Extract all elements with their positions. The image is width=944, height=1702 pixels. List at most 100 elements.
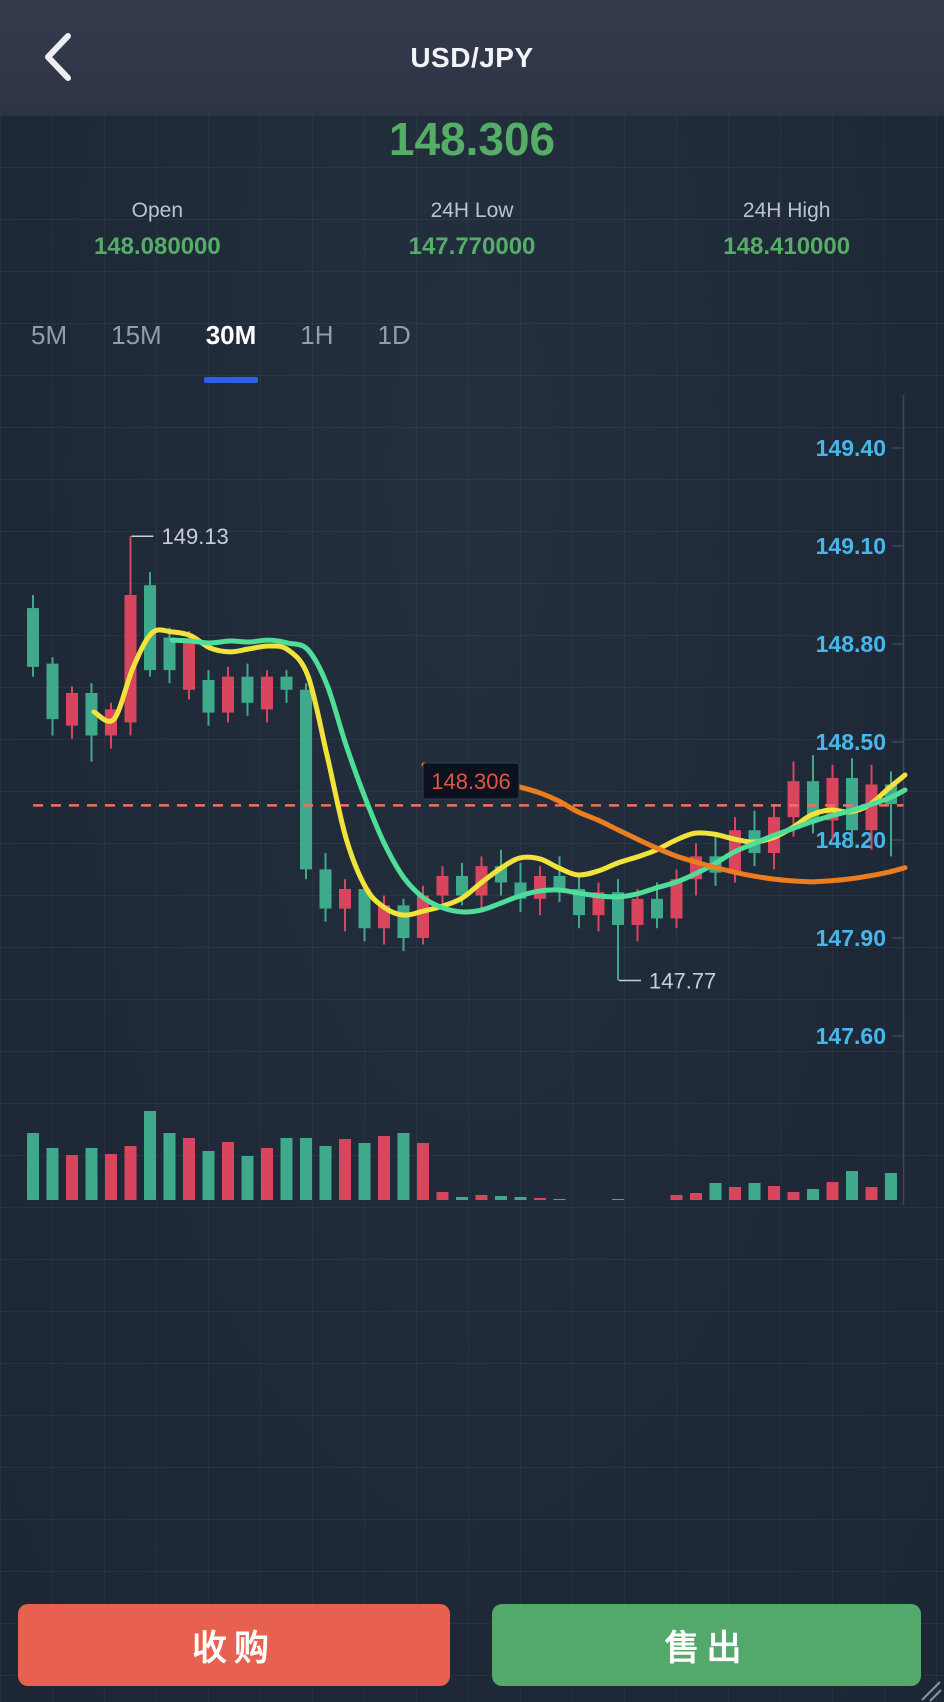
candle-body — [66, 693, 78, 726]
stat-24h-low-label: 24H Low — [430, 199, 514, 222]
volume-bar — [553, 1199, 566, 1200]
candle-body — [768, 817, 780, 854]
volume-bar — [787, 1192, 800, 1200]
candle-body — [280, 676, 293, 690]
candle-body — [222, 676, 234, 713]
volume-bar — [85, 1148, 98, 1200]
candle-body — [417, 895, 429, 939]
volume-bar — [885, 1173, 897, 1200]
candle-body — [436, 875, 449, 896]
tab-5m[interactable]: 5M — [31, 320, 68, 350]
back-button[interactable] — [28, 22, 88, 92]
volume-bar — [163, 1133, 176, 1200]
volume-bar — [300, 1138, 312, 1200]
candle-body — [358, 889, 371, 929]
candle-body — [534, 875, 546, 899]
current-price-tag — [422, 762, 520, 800]
volume-bar — [222, 1142, 234, 1200]
stat-24h-low: 24H Low 147.770000 — [315, 196, 630, 268]
volume-bar — [27, 1133, 39, 1200]
y-axis-label: 147.60 — [816, 1023, 886, 1049]
tab-1h[interactable]: 1H — [300, 320, 334, 350]
y-axis-label: 148.50 — [816, 729, 886, 755]
candle-body — [670, 879, 683, 919]
volume-bar — [46, 1148, 59, 1200]
candle-body — [27, 608, 39, 667]
ma-mid-green-line — [169, 637, 908, 915]
candle-body — [475, 866, 488, 896]
volume-bar — [748, 1183, 761, 1200]
candle-body — [865, 784, 878, 831]
volume-bar — [105, 1154, 117, 1200]
sell-button[interactable]: 售出 — [492, 1604, 921, 1686]
tab-30m[interactable]: 30M — [203, 320, 259, 383]
candle-body — [397, 905, 410, 939]
candle-body — [163, 637, 176, 671]
candle-body — [144, 585, 156, 671]
candle-body — [729, 830, 741, 873]
annotation-label: 149.13 — [162, 524, 229, 549]
volume-bar — [456, 1197, 468, 1200]
candle-body — [709, 856, 722, 873]
volume-bar — [358, 1143, 371, 1200]
stat-24h-high: 24H High 148.410000 — [629, 196, 944, 268]
volume-bar — [436, 1192, 449, 1200]
volume-bar — [846, 1171, 858, 1200]
stat-24h-high-value: 148.410000 — [723, 233, 851, 260]
candle-body — [261, 676, 273, 710]
candle-body — [495, 866, 507, 883]
candle-body — [46, 663, 59, 720]
volume-bar — [768, 1186, 780, 1200]
candle-body — [241, 676, 254, 703]
volume-bar — [378, 1136, 390, 1200]
volume-bar — [183, 1138, 195, 1200]
volume-bar — [319, 1146, 332, 1200]
app-header: USD/JPY — [0, 0, 944, 115]
buy-button[interactable]: 收购 — [18, 1604, 450, 1686]
candle-body — [339, 889, 351, 909]
candle-body — [885, 784, 897, 805]
candle-body — [573, 889, 585, 916]
volume-bar — [865, 1187, 878, 1200]
volume-bar — [514, 1197, 527, 1200]
candle-body — [846, 777, 858, 831]
volume-bar — [417, 1143, 429, 1200]
volume-bar — [709, 1183, 722, 1200]
volume-bar — [280, 1138, 293, 1200]
stat-open: Open 148.080000 — [0, 196, 315, 268]
stat-open-label: Open — [131, 199, 184, 222]
volume-bar — [261, 1148, 273, 1200]
candle-body — [202, 679, 215, 713]
volume-bar — [339, 1139, 351, 1200]
volume-bar — [202, 1151, 215, 1200]
candle-body — [651, 898, 663, 919]
volume-bar — [397, 1133, 410, 1200]
candle-body — [300, 689, 312, 870]
candle-body — [183, 640, 195, 690]
candle-body — [319, 869, 332, 909]
tab-15m[interactable]: 15M — [111, 320, 162, 350]
annotation-label: 147.77 — [649, 968, 716, 993]
volume-bar — [475, 1195, 488, 1200]
candle-body — [807, 781, 819, 821]
stat-open-value: 148.080000 — [93, 233, 221, 260]
volume-bar — [241, 1156, 254, 1200]
candle-body — [612, 892, 624, 925]
volume-bar — [807, 1189, 819, 1200]
y-axis-label: 148.20 — [816, 827, 886, 853]
tab-1d[interactable]: 1D — [377, 320, 411, 350]
y-axis-label: 149.40 — [816, 435, 886, 461]
candle-body — [124, 595, 137, 723]
candle-body — [748, 830, 761, 854]
volume-bar — [690, 1193, 702, 1200]
volume-bar — [534, 1198, 546, 1200]
candle-body — [456, 875, 468, 896]
volume-bar — [612, 1199, 624, 1200]
y-axis-label: 149.10 — [816, 533, 886, 559]
stat-24h-high-label: 24H High — [742, 199, 831, 222]
volume-bar — [66, 1155, 78, 1200]
candle-body — [787, 781, 800, 818]
resize-handle-icon — [929, 1689, 942, 1702]
y-axis-label: 148.80 — [816, 631, 886, 657]
volume-bar — [124, 1146, 137, 1200]
